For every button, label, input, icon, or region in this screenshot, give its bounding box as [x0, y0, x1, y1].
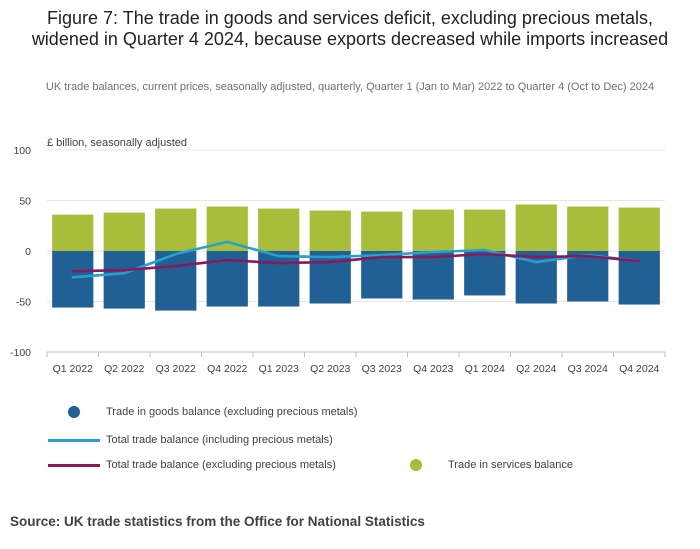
bar-services [464, 209, 506, 251]
bar-services [258, 208, 300, 251]
x-tick-label: Q4 2022 [207, 363, 247, 375]
bar-goods [464, 251, 506, 296]
y-tick-label: 100 [13, 145, 31, 157]
x-tick-label: Q4 2023 [413, 363, 453, 375]
legend-item-goods: Trade in goods balance (excluding precio… [68, 406, 358, 418]
bar-goods [567, 251, 609, 302]
bar-services [567, 206, 609, 251]
y-unit-label: £ billion, seasonally adjusted [47, 137, 187, 149]
x-tick-label: Q3 2024 [568, 363, 608, 375]
legend-item-total-excl: Total trade balance (excluding precious … [48, 459, 336, 471]
legend-goods-marker [68, 406, 80, 418]
x-tick-label: Q2 2022 [104, 363, 144, 375]
y-tick-label: 0 [25, 246, 31, 258]
legend-total-excl-label: Total trade balance (excluding precious … [106, 459, 336, 471]
chart-title: Figure 7: The trade in goods and service… [31, 8, 669, 49]
legend-total-incl-label: Total trade balance (including precious … [106, 434, 333, 446]
y-tick-label: -50 [16, 297, 31, 309]
bar-services [52, 214, 94, 251]
bar-services [206, 206, 248, 251]
y-tick-label: -100 [10, 347, 31, 359]
x-tick-label: Q1 2023 [259, 363, 299, 375]
x-tick-label: Q1 2022 [53, 363, 93, 375]
legend-goods-label: Trade in goods balance (excluding precio… [106, 406, 358, 418]
bar-goods [103, 251, 145, 309]
bar-services [361, 211, 403, 251]
bar-goods [155, 251, 197, 311]
x-tick-label: Q4 2024 [619, 363, 659, 375]
x-tick-label: Q2 2024 [516, 363, 556, 375]
bar-services [515, 204, 557, 251]
legend-total-excl-marker [48, 463, 100, 467]
bar-goods [412, 251, 454, 300]
legend-item-total-incl: Total trade balance (including precious … [48, 434, 333, 446]
y-tick-label: 50 [19, 196, 31, 208]
x-tick-label: Q1 2024 [465, 363, 505, 375]
bar-services [309, 210, 351, 251]
bar-goods [309, 251, 351, 304]
bar-services [618, 207, 660, 251]
source-note: Source: UK trade statistics from the Off… [10, 514, 425, 529]
chart-subtitle: UK trade balances, current prices, seaso… [45, 81, 655, 93]
bar-services [155, 208, 197, 251]
x-tick-label: Q3 2022 [156, 363, 196, 375]
x-tick-label: Q2 2023 [310, 363, 350, 375]
line-total-excluding-precious-metals [71, 252, 641, 273]
line-total-including-precious-metals [71, 240, 641, 279]
legend-total-incl-marker [48, 438, 100, 442]
bar-goods [52, 251, 94, 308]
legend-services-marker [410, 459, 422, 471]
trade-balance-chart: 100 50 0 -50 -100 £ billion, seasonally adjus… [10, 137, 666, 375]
bar-goods [258, 251, 300, 307]
bar-services [412, 209, 454, 251]
legend-services-label: Trade in services balance [448, 459, 573, 471]
bar-services [103, 212, 145, 251]
legend-item-services: Trade in services balance [410, 459, 573, 471]
x-tick-label: Q3 2023 [362, 363, 402, 375]
